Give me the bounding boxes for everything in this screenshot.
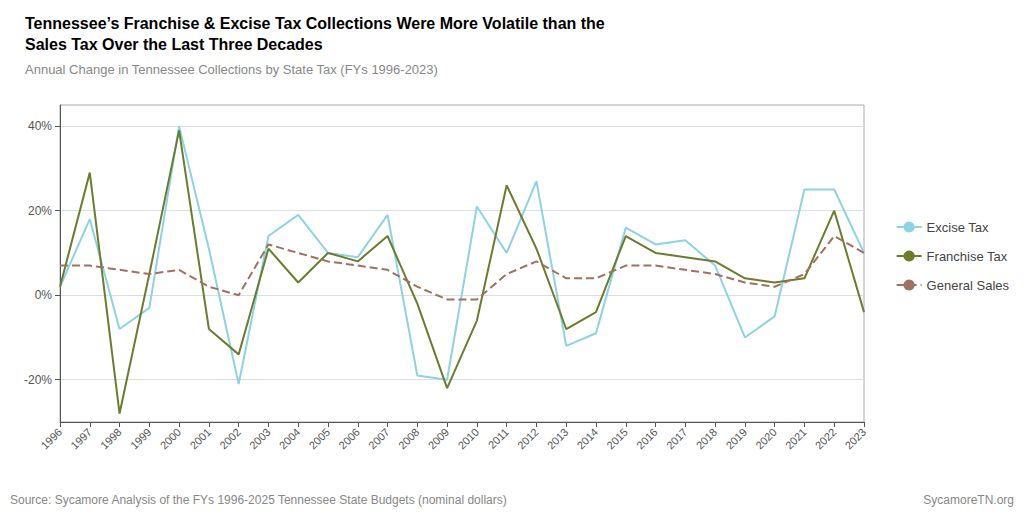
svg-text:2021: 2021 (783, 426, 809, 452)
svg-text:2011: 2011 (486, 426, 511, 451)
svg-text:2005: 2005 (306, 426, 332, 452)
svg-text:SycamoreTN.org: SycamoreTN.org (923, 493, 1014, 507)
svg-text:2000: 2000 (158, 426, 184, 452)
svg-text:2015: 2015 (604, 426, 630, 452)
svg-text:2017: 2017 (664, 426, 690, 452)
svg-text:2018: 2018 (694, 426, 720, 452)
svg-text:2013: 2013 (545, 426, 571, 452)
svg-text:2002: 2002 (217, 426, 243, 452)
svg-text:2001: 2001 (187, 426, 213, 452)
svg-text:-20%: -20% (24, 373, 52, 387)
svg-text:2014: 2014 (574, 426, 600, 452)
svg-text:2016: 2016 (634, 426, 660, 452)
svg-text:2022: 2022 (813, 426, 839, 452)
svg-text:Excise Tax: Excise Tax (927, 220, 989, 235)
svg-text:2007: 2007 (366, 426, 392, 452)
svg-text:Sales Tax Over the Last Three: Sales Tax Over the Last Three Decades (25, 36, 323, 53)
svg-text:1998: 1998 (98, 426, 124, 452)
svg-text:2019: 2019 (723, 426, 749, 452)
svg-text:2010: 2010 (455, 426, 481, 452)
svg-text:Annual Change in Tennessee Col: Annual Change in Tennessee Collections b… (25, 62, 438, 77)
svg-text:1999: 1999 (128, 426, 154, 452)
svg-text:2012: 2012 (515, 426, 541, 452)
svg-text:20%: 20% (28, 204, 52, 218)
svg-text:1997: 1997 (68, 426, 94, 452)
svg-text:2004: 2004 (277, 426, 303, 452)
svg-text:2020: 2020 (753, 426, 779, 452)
svg-text:0%: 0% (35, 288, 53, 302)
svg-text:2009: 2009 (426, 426, 452, 452)
svg-text:Tennessee’s Franchise & Excise: Tennessee’s Franchise & Excise Tax Colle… (25, 15, 605, 32)
svg-text:40%: 40% (28, 119, 52, 133)
svg-text:2003: 2003 (247, 426, 273, 452)
svg-text:2023: 2023 (842, 426, 868, 452)
svg-text:2006: 2006 (336, 426, 362, 452)
svg-text:Source: Sycamore Analysis of t: Source: Sycamore Analysis of the FYs 199… (10, 493, 507, 507)
svg-text:General Sales: General Sales (927, 278, 1010, 293)
svg-text:2008: 2008 (396, 426, 422, 452)
svg-text:Franchise Tax: Franchise Tax (927, 249, 1008, 264)
svg-text:1996: 1996 (38, 426, 64, 452)
